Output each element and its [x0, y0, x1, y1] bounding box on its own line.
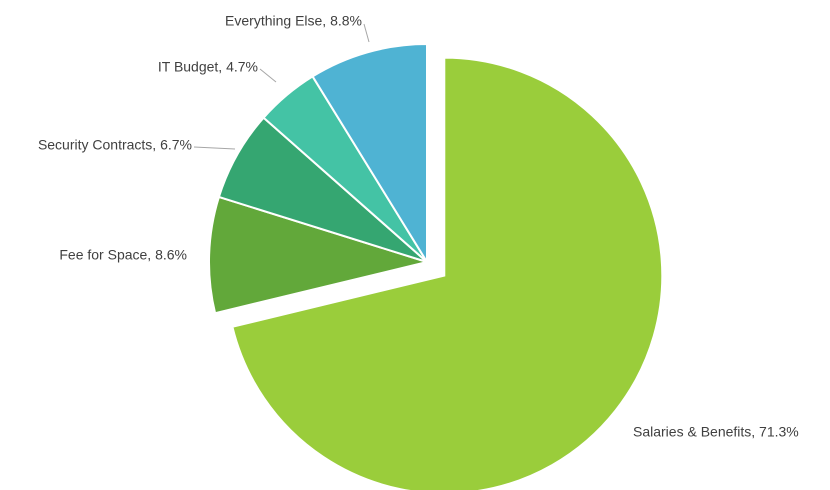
- slice-salaries-and-benefits: [231, 56, 664, 490]
- slice-fee-for-space: [208, 195, 431, 315]
- slice-everything-else: [311, 42, 428, 266]
- data-label-it-budget: IT Budget, 4.7%: [158, 59, 258, 75]
- labels-layer: Salaries & Benefits, 71.3% Fee for Space,…: [38, 13, 799, 440]
- slices-layer: [208, 42, 664, 490]
- leader-line-everything-else: [363, 23, 370, 43]
- leaders-layer: [193, 23, 370, 150]
- data-label-security-contracts: Security Contracts, 6.7%: [38, 137, 192, 153]
- data-label-salaries-and-benefits: Salaries & Benefits, 71.3%: [633, 424, 799, 440]
- data-label-everything-else: Everything Else, 8.8%: [225, 13, 362, 29]
- data-label-fee-for-space: Fee for Space, 8.6%: [59, 247, 187, 263]
- leader-line-it-budget: [259, 68, 277, 83]
- leader-line-security-contracts: [193, 146, 236, 150]
